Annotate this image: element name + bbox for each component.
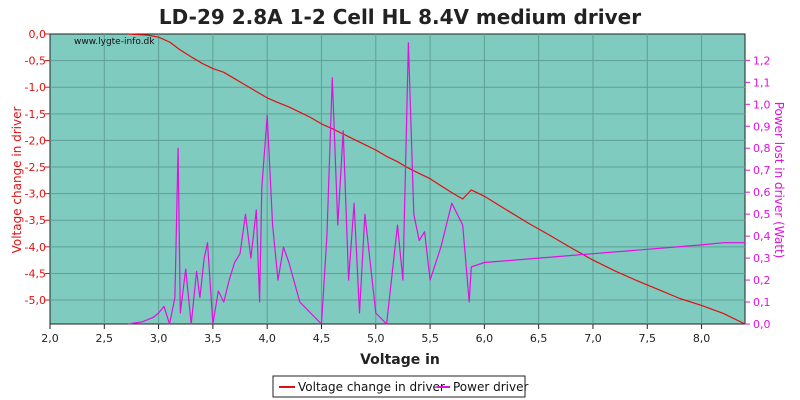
y-axis-right: 0,0 0,1 0,2 0,3 0,4 0,5 0,6 0,7 0,8 0,9 1,0 1,1 1,2 [745, 54, 771, 331]
x-tick-label: 3,5 [204, 332, 222, 345]
y-tick-label: -3,5 [25, 214, 46, 227]
grid [50, 34, 745, 324]
y-tick-label: -2,0 [25, 134, 46, 147]
y2-tick-label: 1,2 [753, 54, 771, 67]
legend-box [272, 375, 526, 398]
x-tick-label: 6,0 [476, 332, 494, 345]
y-tick-label: -4,0 [25, 241, 46, 254]
y-tick-label: -1,5 [25, 108, 46, 121]
legend-label-power: Power driver [453, 380, 528, 394]
x-tick-label: 7,5 [639, 332, 657, 345]
y-tick-label: 0,0 [29, 28, 47, 41]
y-tick-label: -3,0 [25, 188, 46, 201]
x-tick-label: 8,0 [693, 332, 711, 345]
y-axis-label: Voltage change in driver [10, 107, 24, 254]
x-tick-label: 2,5 [96, 332, 114, 345]
x-tick-label: 5,5 [421, 332, 439, 345]
y2-tick-label: 0,1 [753, 296, 771, 309]
series-group [128, 33, 746, 325]
series-line-power [128, 42, 745, 325]
x-tick-label: 5,0 [367, 332, 385, 345]
y2-tick-label: 0,4 [753, 230, 771, 243]
y2-tick-label: 1,1 [753, 76, 771, 89]
y-tick-label: -5,0 [25, 294, 46, 307]
y-axis-left: 0,0 -0,5 -1,0 -1,5 -2,0 -2,5 -3,0 -3,5 -4,0 -4,5 -… [25, 28, 50, 307]
y-tick-label: -2,5 [25, 161, 46, 174]
y-tick-label: -1,0 [25, 81, 46, 94]
y2-tick-label: 0,8 [753, 142, 771, 155]
plot-area [49, 33, 746, 325]
chart-title: LD-29 2.8A 1-2 Cell HL 8.4V medium drive… [159, 5, 641, 29]
x-tick-label: 4,5 [313, 332, 331, 345]
y2-tick-label: 0,2 [753, 274, 771, 287]
y2-tick-label: 0,9 [753, 120, 771, 133]
y2-tick-label: 0,7 [753, 164, 771, 177]
watermark: www.lygte-info.dk [74, 37, 155, 47]
legend-label-voltage: Voltage change in driver [298, 380, 445, 394]
y-tick-label: -0,5 [25, 55, 46, 68]
y-tick-label: -4,5 [25, 267, 46, 280]
x-axis: 2,0 2,5 3,0 3,5 4,0 4,5 5,0 5,5 6,0 6,5 7,0 7,5 8,0 [41, 324, 710, 345]
legend: Voltage change in driver Power driver [272, 375, 528, 398]
y2-tick-label: 0,3 [753, 252, 771, 265]
x-tick-label: 6,5 [530, 332, 548, 345]
x-tick-label: 7,0 [584, 332, 602, 345]
series-line-voltage-change [128, 33, 746, 325]
y2-tick-label: 0,6 [753, 186, 771, 199]
y2-tick-label: 0,0 [753, 318, 771, 331]
y2-axis-label: Power lost in driver (Watt) [772, 102, 786, 259]
y2-tick-label: 0,5 [753, 208, 771, 221]
x-tick-label: 3,0 [150, 332, 168, 345]
x-tick-label: 2,0 [41, 332, 59, 345]
x-axis-label: Voltage in [360, 352, 440, 368]
x-tick-label: 4,0 [258, 332, 276, 345]
y2-tick-label: 1,0 [753, 98, 771, 111]
